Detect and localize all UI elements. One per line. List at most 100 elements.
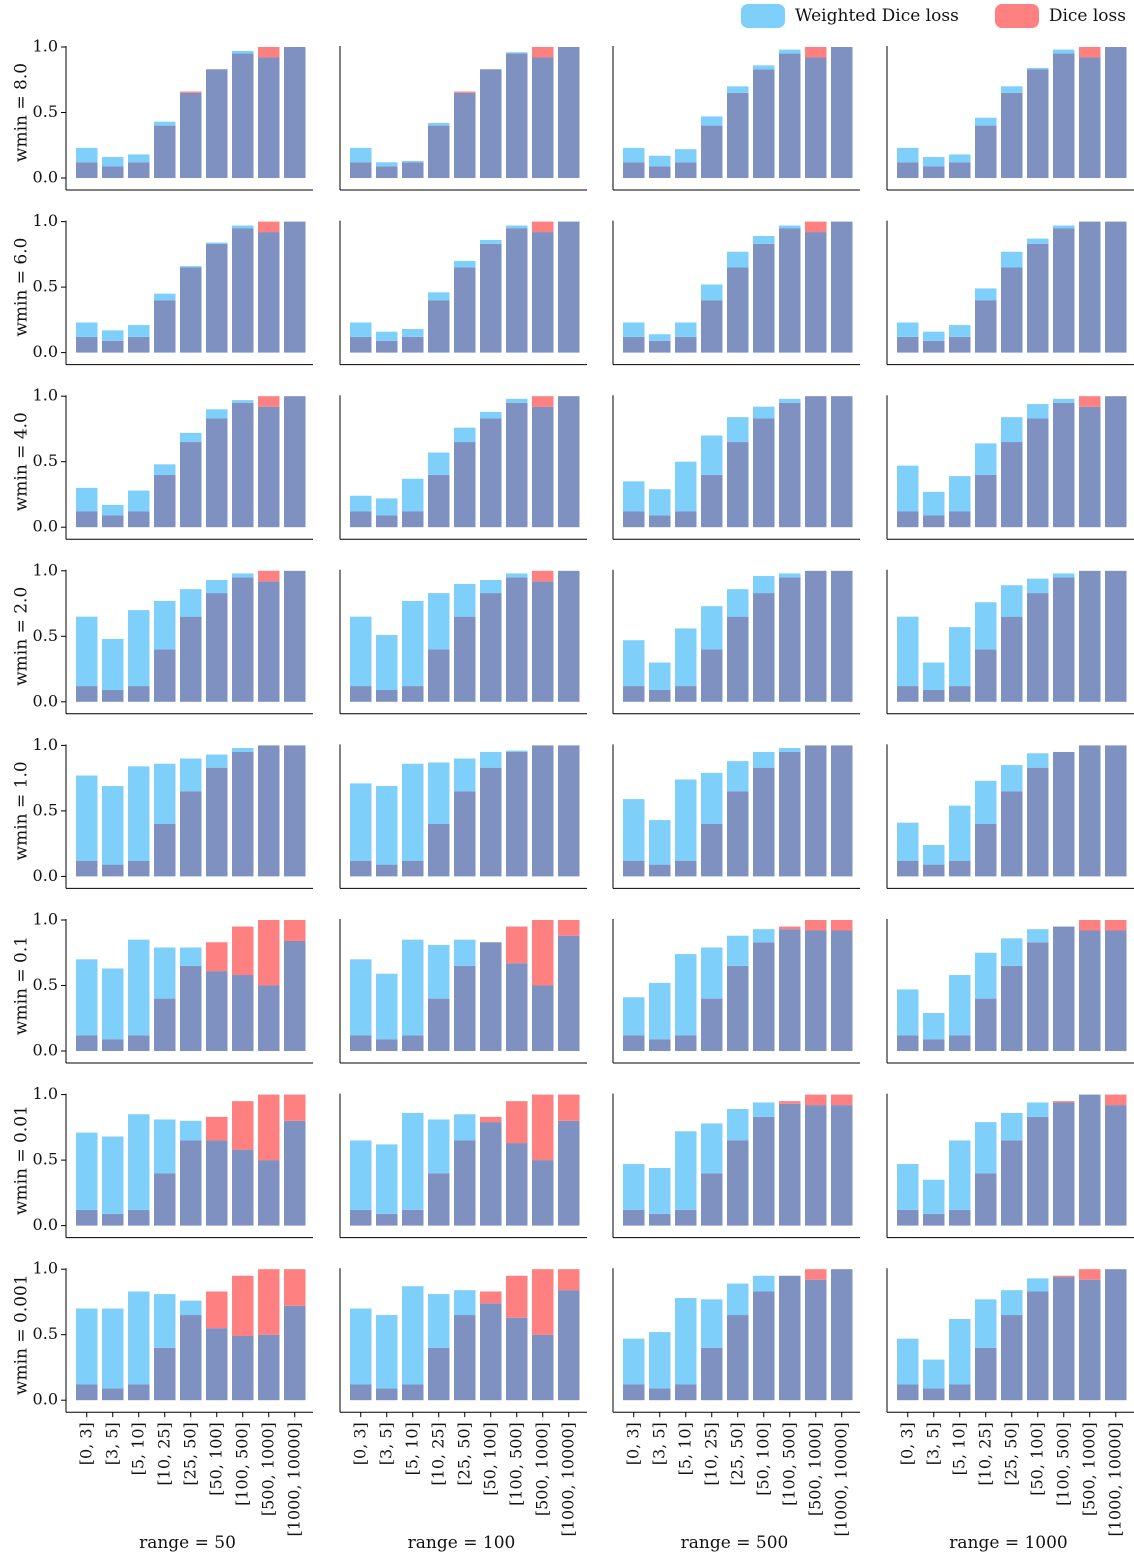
bar-overlap	[76, 1384, 98, 1401]
bar-overlap	[206, 593, 228, 702]
bar-overlap	[480, 767, 502, 877]
y-tick-label: 0.0	[33, 342, 58, 361]
bar-overlap	[675, 686, 697, 702]
bar-overlap	[1105, 47, 1127, 178]
x-tick-label: [1000, 10000]	[559, 1422, 578, 1536]
bar-overlap	[232, 751, 254, 877]
bar-weighted-excess	[376, 634, 398, 691]
bar-weighted-excess	[727, 1283, 749, 1316]
bar-dice-excess	[831, 920, 853, 931]
bar-weighted-excess	[128, 766, 150, 861]
bar-overlap	[1001, 267, 1023, 353]
bar-overlap	[532, 57, 554, 179]
bar-overlap	[975, 474, 997, 528]
bar-overlap	[454, 965, 476, 1051]
bar-weighted-excess	[180, 432, 202, 443]
bar-weighted-excess	[506, 750, 528, 752]
bar-dice-excess	[1079, 396, 1101, 407]
bar-overlap	[428, 300, 450, 353]
bar-overlap	[128, 1035, 150, 1051]
bar-weighted-excess	[480, 239, 502, 244]
bar-overlap	[206, 243, 228, 353]
x-tick-label: [1000, 10000]	[285, 1422, 304, 1536]
bar-overlap	[897, 1209, 919, 1226]
bar-overlap	[805, 930, 827, 1051]
bar-overlap	[649, 166, 671, 178]
bar-weighted-excess	[675, 1298, 697, 1385]
bar-weighted-excess	[975, 288, 997, 301]
bar-overlap	[949, 162, 971, 178]
bar-overlap	[727, 442, 749, 528]
bar-overlap	[454, 267, 476, 353]
bar-overlap	[350, 162, 372, 178]
y-tick-label: 0.5	[33, 451, 58, 470]
bar-weighted-excess	[897, 989, 919, 1036]
bar-weighted-excess	[428, 1294, 450, 1348]
row-label: wmin = 0.01	[12, 1105, 32, 1215]
bar-weighted-excess	[454, 427, 476, 443]
bar-overlap	[284, 1120, 306, 1226]
bar-weighted-excess	[454, 260, 476, 268]
bar-overlap	[258, 1334, 280, 1401]
bar-overlap	[897, 162, 919, 178]
bar-weighted-excess	[76, 959, 98, 1036]
bar-overlap	[558, 1290, 580, 1401]
bar-overlap	[831, 930, 853, 1051]
bar-overlap	[402, 860, 424, 877]
bar-overlap	[376, 1213, 398, 1226]
bar-weighted-excess	[675, 779, 697, 861]
bar-overlap	[128, 162, 150, 178]
bar-overlap	[805, 745, 827, 877]
bar-overlap	[454, 1140, 476, 1226]
bar-overlap	[402, 511, 424, 528]
bar-overlap	[180, 1315, 202, 1401]
y-tick-label: 0.0	[33, 1390, 58, 1409]
bar-weighted-excess	[232, 225, 254, 229]
bar-overlap	[623, 1035, 645, 1051]
bar-overlap	[753, 1116, 775, 1226]
bar-overlap	[376, 864, 398, 877]
bar-overlap	[1027, 418, 1049, 528]
bar-weighted-excess	[923, 491, 945, 516]
bar-weighted-excess	[350, 616, 372, 687]
bar-weighted-excess	[428, 944, 450, 999]
bar-weighted-excess	[402, 160, 424, 163]
bar-overlap	[76, 336, 98, 353]
bar-overlap	[376, 515, 398, 528]
y-tick-label: 0.5	[33, 626, 58, 645]
bar-overlap	[831, 1105, 853, 1226]
bar-overlap	[753, 69, 775, 178]
bar-weighted-excess	[623, 640, 645, 687]
bar-dice-excess	[558, 920, 580, 936]
column-label: range = 1000	[949, 1533, 1067, 1553]
x-tick-label: [25, 50]	[728, 1422, 747, 1485]
bar-overlap	[480, 593, 502, 702]
bar-overlap	[949, 511, 971, 528]
bar-weighted-excess	[923, 331, 945, 341]
bar-weighted-excess	[675, 322, 697, 337]
bar-overlap	[897, 860, 919, 877]
bar-dice-excess	[258, 47, 280, 58]
bar-overlap	[532, 985, 554, 1051]
bar-weighted-excess	[76, 147, 98, 163]
bar-overlap	[623, 336, 645, 353]
bar-weighted-excess	[376, 1144, 398, 1214]
bar-overlap	[805, 570, 827, 702]
bar-overlap	[623, 162, 645, 178]
bar-weighted-excess	[232, 573, 254, 578]
x-tick-label: [0, 3]	[898, 1422, 917, 1465]
bar-overlap	[350, 1035, 372, 1051]
bar-weighted-excess	[949, 325, 971, 337]
bar-dice-excess	[805, 920, 827, 931]
bar-weighted-excess	[154, 464, 176, 475]
bar-overlap	[506, 1143, 528, 1226]
x-tick-label: [5, 10]	[676, 1422, 695, 1475]
bar-overlap	[232, 577, 254, 702]
bar-overlap	[701, 649, 723, 702]
bar-overlap	[1105, 1105, 1127, 1226]
bar-overlap	[975, 125, 997, 178]
bar-overlap	[1027, 1291, 1049, 1401]
bar-overlap	[558, 745, 580, 877]
bar-dice-excess	[805, 221, 827, 233]
bar-overlap	[1079, 1094, 1101, 1226]
